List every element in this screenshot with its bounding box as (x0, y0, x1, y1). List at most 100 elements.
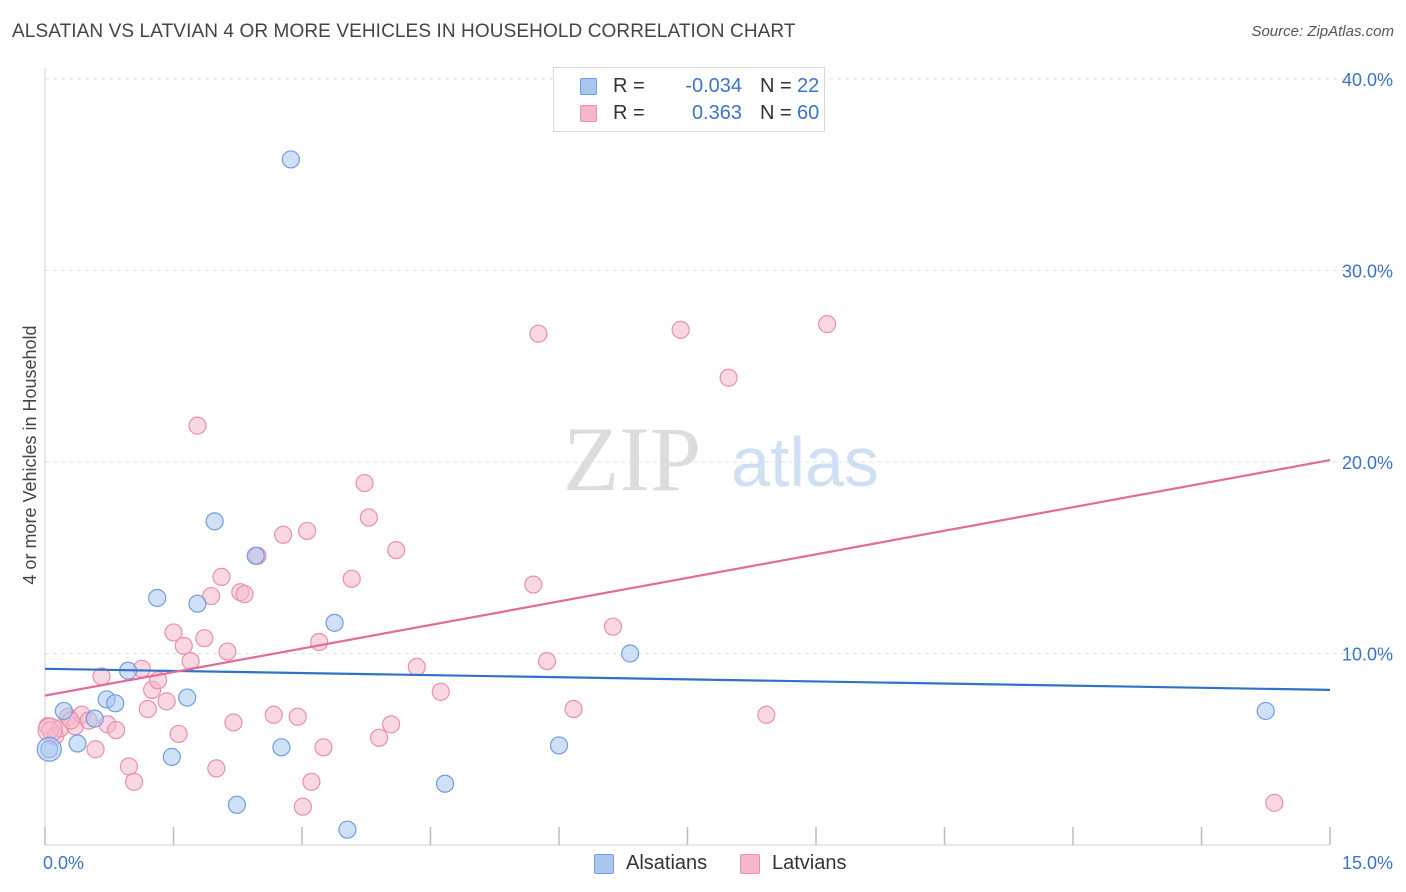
alsatian-point (325, 613, 344, 632)
latvian-point (431, 682, 450, 701)
latvian-trend-line (44, 459, 1331, 697)
latvian-point (274, 525, 293, 544)
latvian-swatch (740, 854, 760, 874)
alsatian-point (148, 588, 167, 608)
trend-lines (44, 459, 1331, 697)
latvian-swatch (580, 105, 597, 122)
y-tick-label: 10.0% (1342, 645, 1393, 665)
r-label: R = (613, 75, 645, 97)
latvian-point (671, 320, 690, 339)
alsatian-swatch (580, 78, 597, 95)
alsatian-point (178, 688, 197, 707)
alsatian-point (435, 774, 455, 793)
legend-label: Latvians (772, 852, 847, 874)
latvian-point (529, 324, 548, 343)
latvian-point (157, 692, 176, 711)
latvian-point (355, 473, 374, 493)
alsatian-point (36, 736, 62, 762)
alsatian-point (106, 694, 125, 713)
r-value: 0.363 (691, 102, 742, 124)
latvian-point (264, 705, 283, 724)
latvian-point (719, 368, 738, 387)
y-tick-label: 30.0% (1342, 262, 1393, 282)
source-credit: Source: ZipAtlas.com (1251, 23, 1394, 40)
latvian-point (387, 540, 406, 560)
latvian-point (310, 632, 329, 652)
latvian-point (524, 575, 543, 594)
alsatian-point (281, 150, 300, 169)
series-legend: Alsatians Latvians (0, 852, 1406, 878)
latvian-point (138, 699, 157, 719)
alsatian-point (246, 546, 265, 565)
alsatian-point (162, 747, 181, 767)
stats-legend: R = -0.034 N = 22 R = 0.363 N = 60 (553, 67, 825, 132)
latvian-point (302, 772, 321, 791)
r-label: R = (613, 102, 645, 124)
latvian-point (359, 508, 378, 527)
alsatian-point (85, 709, 104, 728)
axes (44, 68, 1331, 846)
latvian-point (381, 715, 401, 734)
latvian-point (564, 699, 583, 719)
chart-title: ALSATIAN VS LATVIAN 4 OR MORE VEHICLES I… (12, 21, 796, 42)
alsatian-point (1256, 701, 1275, 721)
alsatian-point (338, 820, 357, 839)
latvian-point (342, 569, 361, 588)
tick-labels: 10.0% 20.0% 30.0% 40.0% 0.0% 15.0% (43, 70, 1393, 873)
latvian-point (174, 636, 193, 655)
alsatian-point (227, 795, 246, 814)
legend-label: Alsatians (626, 852, 708, 874)
latvian-point (603, 617, 623, 636)
n-label: N = (760, 102, 792, 124)
latvian-point (288, 707, 307, 726)
latvian-point (224, 713, 243, 732)
n-label: N = (760, 75, 792, 97)
alsatian-point (621, 644, 640, 663)
y-tick-label: 40.0% (1342, 70, 1393, 90)
x-tick-label: 0.0% (43, 853, 84, 873)
latvian-point (537, 652, 557, 671)
alsatian-points (36, 150, 1275, 839)
latvian-point (188, 416, 207, 435)
latvian-point (212, 567, 231, 587)
latvian-point (124, 772, 144, 791)
latvian-point (86, 740, 105, 759)
alsatian-point (272, 738, 291, 757)
alsatian-point (549, 736, 569, 755)
latvian-point (235, 585, 254, 604)
latvian-point (195, 629, 214, 648)
gridlines (45, 78, 1390, 654)
alsatian-swatch (594, 854, 614, 874)
y-axis-label: 4 or more Vehicles in Household (20, 325, 40, 584)
latvian-point (818, 315, 837, 334)
x-tick-label: 15.0% (1342, 853, 1393, 873)
latvian-point (370, 728, 389, 747)
alsatian-point (188, 594, 207, 613)
r-value: -0.034 (685, 75, 742, 97)
latvian-point (202, 586, 221, 606)
latvian-point (757, 705, 776, 724)
watermark-atlas: atlas (731, 423, 879, 501)
alsatian-point (205, 512, 224, 531)
latvian-point (407, 657, 426, 677)
alsatian-point (54, 701, 73, 721)
n-value: 22 (797, 75, 820, 97)
latvian-point (169, 724, 188, 744)
latvian-point (107, 720, 126, 740)
alsatian-point (68, 734, 87, 753)
latvian-point (119, 757, 139, 776)
latvian-point (314, 738, 333, 757)
latvian-point (1265, 793, 1284, 812)
alsatian-trend-line (44, 667, 1331, 691)
latvian-point (164, 623, 183, 642)
latvian-points (37, 315, 1284, 816)
latvian-point (218, 642, 237, 661)
y-tick-label: 20.0% (1342, 453, 1393, 473)
n-value: 60 (797, 102, 820, 124)
watermark-zip: ZIP (563, 408, 701, 510)
latvian-point (298, 521, 317, 541)
latvian-point (207, 759, 226, 778)
latvian-point (293, 797, 312, 816)
